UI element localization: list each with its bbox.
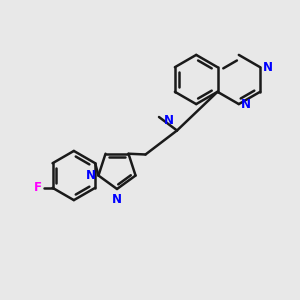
Text: N: N — [164, 114, 173, 127]
Text: N: N — [262, 61, 272, 74]
Text: F: F — [34, 181, 42, 194]
Text: N: N — [85, 169, 95, 182]
Text: N: N — [112, 193, 122, 206]
Text: N: N — [241, 98, 251, 111]
